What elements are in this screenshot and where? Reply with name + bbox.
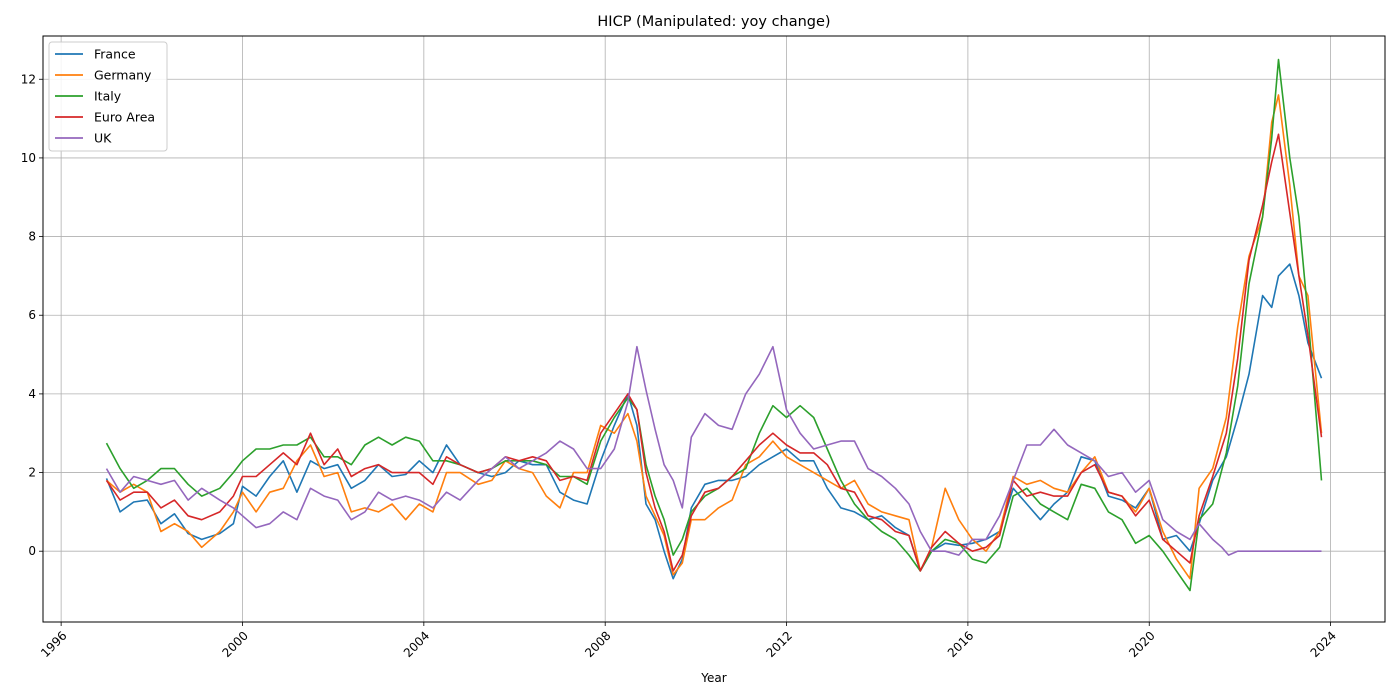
- chart-title: HICP (Manipulated: yoy change): [597, 14, 830, 30]
- legend-box: [48, 41, 168, 152]
- y-tick-label: 12: [21, 72, 36, 86]
- y-tick-label: 10: [21, 151, 36, 165]
- legend-label: Germany: [94, 68, 152, 83]
- x-axis-label: Year: [700, 671, 726, 685]
- legend-label: UK: [94, 131, 112, 146]
- y-axis-ticks: 0 2 4 6 8 10 12: [21, 72, 43, 558]
- legend-label: Italy: [94, 89, 122, 104]
- series-line-uk: [105, 345, 1322, 556]
- y-tick-label: 0: [28, 544, 36, 558]
- y-tick-label: 4: [28, 387, 36, 401]
- legend: France Germany Italy Euro Area UK: [48, 41, 168, 152]
- series-lines: [105, 58, 1323, 592]
- series-line-euro-area: [105, 133, 1323, 572]
- y-tick-label: 8: [28, 230, 36, 244]
- y-tick-label: 2: [28, 466, 36, 480]
- plot-area-frame: [42, 35, 1386, 623]
- legend-label: Euro Area: [94, 110, 155, 125]
- legend-label: France: [94, 47, 136, 62]
- series-line-germany: [105, 94, 1323, 580]
- grid-lines: [43, 36, 1385, 622]
- y-tick-label: 6: [28, 308, 36, 322]
